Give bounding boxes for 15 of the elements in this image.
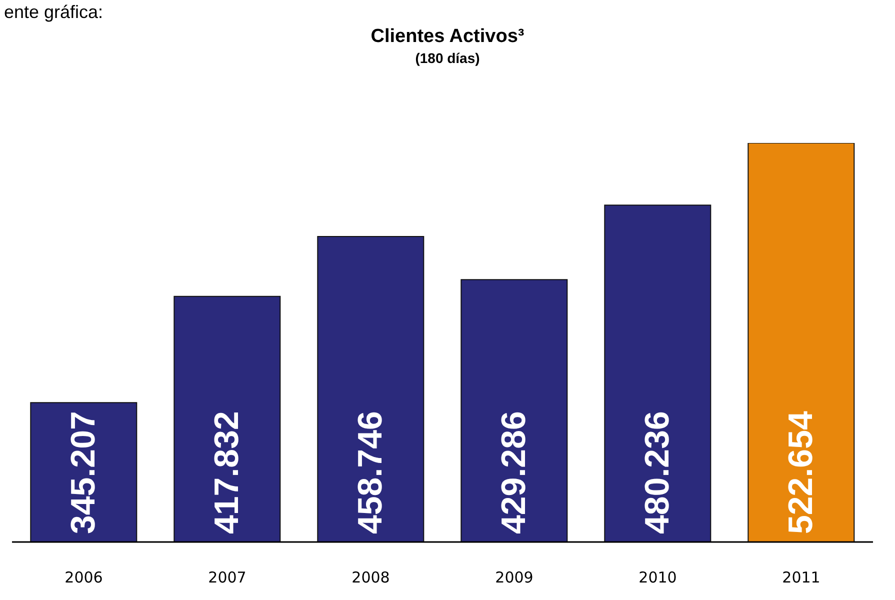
data-label: 429.286: [495, 411, 534, 534]
x-tick-label: 2008: [352, 568, 390, 587]
data-label: 345.207: [64, 411, 103, 534]
chart-title: Clientes Activos³: [370, 26, 526, 48]
chart-subtitle: (180 días): [414, 50, 481, 66]
x-tick-label: 2009: [495, 568, 534, 587]
text: ente gráfica:: [4, 2, 104, 23]
x-tick-label: 2011: [782, 568, 820, 587]
data-label: 417.832: [208, 411, 246, 534]
data-label: 522.654: [782, 411, 820, 534]
x-tick-label: 2010: [638, 568, 677, 587]
x-tick-label: 2006: [64, 568, 103, 587]
data-label: 458.746: [352, 411, 390, 534]
x-tick-label: 2007: [208, 568, 246, 587]
data-label: 480.236: [638, 411, 677, 534]
